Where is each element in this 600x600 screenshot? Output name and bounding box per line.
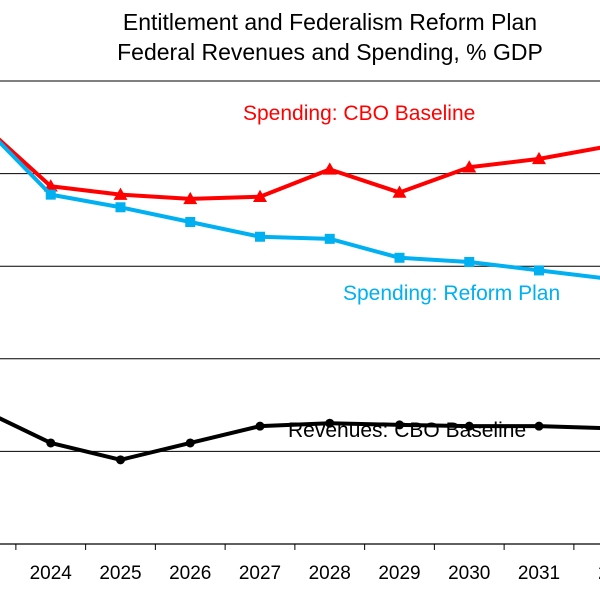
x-tick-label: 20	[598, 563, 600, 584]
chart-title: Entitlement and Federalism Reform Plan	[122, 9, 538, 35]
data-point	[395, 420, 404, 430]
x-tick-label: 2026	[169, 563, 211, 584]
data-point	[185, 438, 195, 448]
x-tick-label: 2028	[309, 563, 351, 584]
x-tick-label: 2027	[239, 563, 281, 584]
data-point	[113, 187, 128, 200]
series-2	[0, 416, 600, 465]
data-point	[183, 191, 198, 205]
x-axis: 32024202520262027202820292030203120	[0, 543, 600, 584]
data-point	[46, 438, 56, 448]
series-label: Spending: Reform Plan	[343, 282, 560, 305]
data-point	[115, 202, 126, 213]
data-point	[462, 160, 477, 173]
data-point	[255, 231, 265, 242]
x-tick-label: 2024	[30, 563, 73, 584]
series-line	[0, 416, 600, 462]
data-point	[45, 189, 56, 200]
data-point	[322, 162, 337, 175]
data-point	[464, 256, 475, 267]
data-point	[392, 185, 407, 198]
series-line	[0, 137, 600, 201]
series-labels: Spending: CBO Baseline Spending: Reform P…	[243, 102, 560, 442]
series-label: Revenues: CBO Baseline	[288, 419, 526, 442]
x-tick-label: 2031	[518, 563, 560, 584]
data-point	[116, 455, 125, 465]
series-layer	[0, 137, 600, 465]
data-point	[185, 217, 196, 228]
series-line	[0, 139, 600, 280]
data-point	[534, 265, 544, 276]
chart-subtitle: Federal Revenues and Spending, % GDP	[117, 39, 543, 65]
data-point	[532, 151, 546, 165]
series-1	[0, 139, 600, 280]
x-tick-label: 2025	[99, 563, 141, 584]
x-tick-label: 2030	[448, 563, 490, 584]
data-point	[324, 233, 335, 244]
data-point	[253, 189, 267, 202]
data-point	[534, 421, 544, 431]
series-label: Spending: CBO Baseline	[243, 102, 475, 125]
data-point	[325, 418, 335, 428]
data-point	[464, 421, 474, 431]
data-point	[255, 421, 265, 431]
x-tick-label: 2029	[378, 563, 420, 584]
data-point	[394, 252, 405, 263]
series-0	[0, 137, 600, 205]
